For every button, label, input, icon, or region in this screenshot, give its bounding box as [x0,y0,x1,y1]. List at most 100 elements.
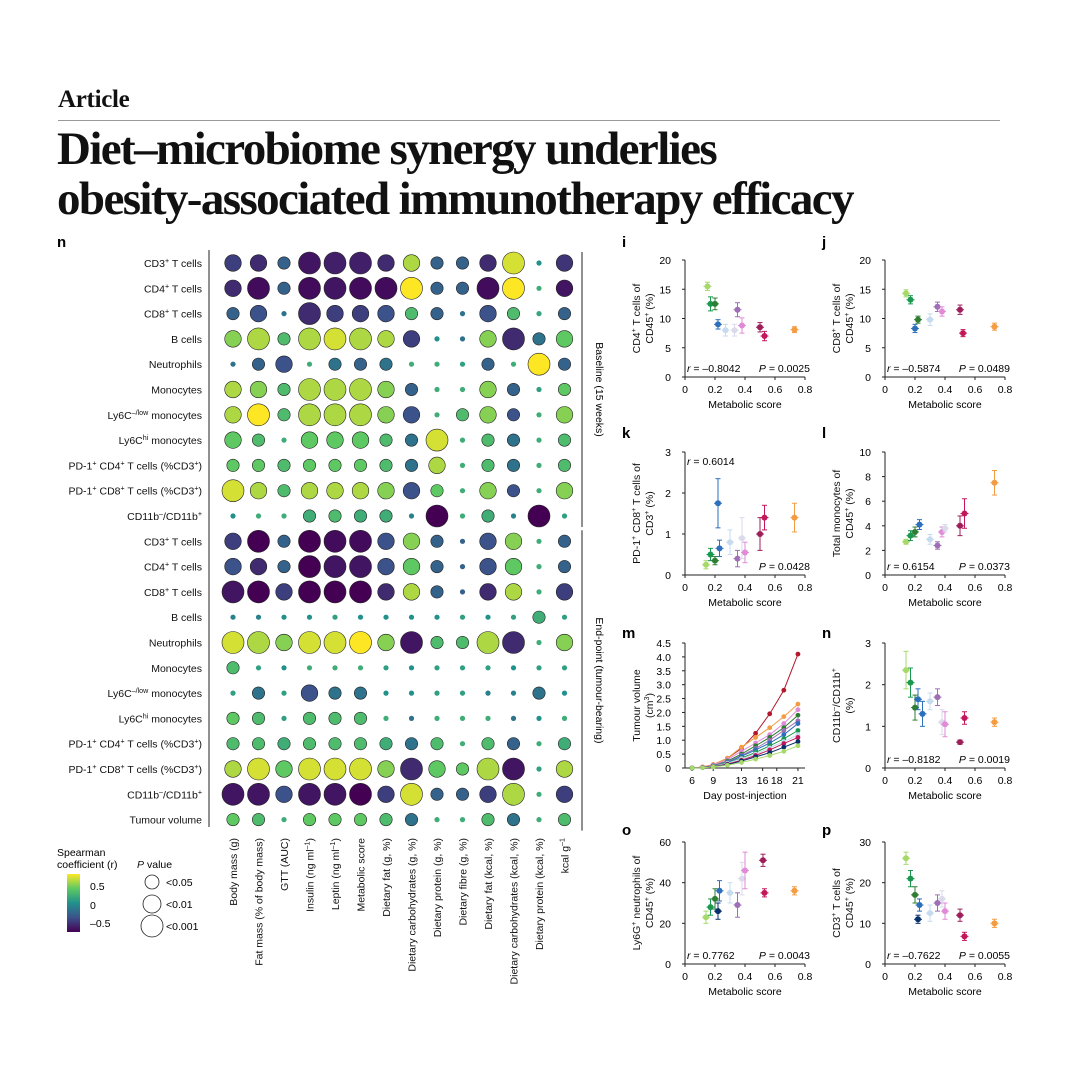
y-tick-label: 6 [865,496,871,508]
bubble-16-0 [226,661,240,675]
column-label: Dietary fibre (g, %) [458,838,470,926]
bubble-1-5 [349,276,372,300]
bubble-20-13 [555,760,574,778]
bubble-4-8 [434,361,440,367]
bubble-2-12 [536,311,542,317]
bubble-4-2 [275,355,293,373]
bubble-17-2 [281,690,287,696]
bubble-21-12 [536,791,542,797]
bubble-19-12 [536,741,542,747]
bubble-20-8 [428,760,446,778]
bubble-15-13 [555,633,574,652]
bubble-0-1 [249,254,268,272]
x-tick-label: 9 [710,775,716,787]
bubble-17-5 [353,686,367,700]
data-point-10 [761,514,768,521]
bubble-20-10 [476,757,500,781]
bubble-9-12 [536,488,542,494]
bubble-4-1 [252,357,266,371]
bubble-21-8 [430,787,444,801]
bubble-10-6 [379,509,393,523]
row-label: Ly6Chi monocytes [119,434,202,447]
bubble-5-13 [557,382,571,396]
row-label: Ly6C–/low monocytes [108,409,202,422]
bubble-14-9 [459,614,466,620]
legend-size-circle [140,914,164,938]
x-tick-label: 0.8 [798,971,813,983]
bubble-9-2 [277,484,291,498]
y-tick-label: 2 [865,545,871,557]
y-tick-label: 20 [859,255,871,267]
bubble-1-3 [298,276,321,300]
bubble-22-10 [481,813,495,827]
bubble-3-11 [502,327,525,351]
column-label: GTT (AUC) [279,838,291,891]
row-label: CD3+ T cells [144,535,202,548]
data-point-10 [791,326,798,333]
bubble-14-3 [306,614,313,620]
panel-letter: p [822,822,831,839]
bubble-6-13 [555,406,574,424]
bubble-18-9 [459,715,466,722]
bubble-14-0 [230,614,236,620]
data-point-7 [939,895,945,902]
bubble-8-13 [557,458,571,472]
bubble-19-2 [277,737,291,751]
x-tick-label: 0.8 [798,582,813,594]
series-point [753,756,758,762]
x-tick-label: 0 [682,384,688,396]
data-point-3 [715,321,721,328]
bubble-7-8 [425,428,449,452]
legend-size-label: <0.001 [166,921,199,933]
data-point-8 [957,522,963,529]
bubble-2-11 [506,307,520,321]
bubble-12-5 [349,555,372,578]
bubble-12-9 [459,564,466,570]
x-tick-label: 0.2 [908,384,923,396]
bubble-3-7 [402,330,421,348]
y-axis-label: Tumour volume [631,669,643,742]
data-point-4 [927,536,933,543]
bubble-16-3 [306,665,313,671]
data-point-1 [907,679,914,686]
bubble-16-9 [459,665,466,671]
row-label: CD11b–/CD11b+ [127,510,202,523]
x-tick-label: 0 [882,775,888,787]
row-label: CD8+ T cells [144,308,202,321]
x-tick-label: 0 [882,971,888,983]
bubble-18-2 [281,715,287,722]
x-tick-label: 0.4 [738,384,753,396]
bubble-19-10 [481,737,495,751]
column-label: Insulin (ng ml–1) [304,838,317,912]
bubble-16-8 [434,665,440,671]
bubble-9-9 [459,488,466,494]
y-tick-label: 10 [859,447,871,459]
data-point-0 [703,561,709,568]
bubble-3-13 [555,330,574,348]
series-point [781,732,787,738]
bubble-7-11 [506,433,520,447]
data-point-1 [907,875,914,882]
bubble-14-7 [408,614,415,620]
data-point-0 [903,290,909,297]
bubble-7-13 [557,433,571,447]
x-tick-label: 0.6 [968,775,983,787]
bubble-19-5 [353,737,367,751]
y-tick-label: 0 [865,959,871,971]
data-point-7 [739,875,745,882]
data-point-4 [722,327,729,334]
group-label: End-point (tumour-bearing) [593,617,605,743]
x-tick-label: 0 [882,384,888,396]
bubble-20-0 [224,760,242,778]
bubble-22-4 [328,813,342,827]
bubble-15-2 [275,633,293,652]
bubble-13-9 [459,589,466,595]
data-point-9 [961,715,968,721]
bubble-0-10 [479,254,497,272]
bubble-13-4 [323,580,347,604]
bubble-15-6 [377,633,395,652]
x-tick-label: 6 [689,775,695,787]
y-tick-label: 1 [665,529,671,541]
bubble-21-0 [221,782,245,806]
